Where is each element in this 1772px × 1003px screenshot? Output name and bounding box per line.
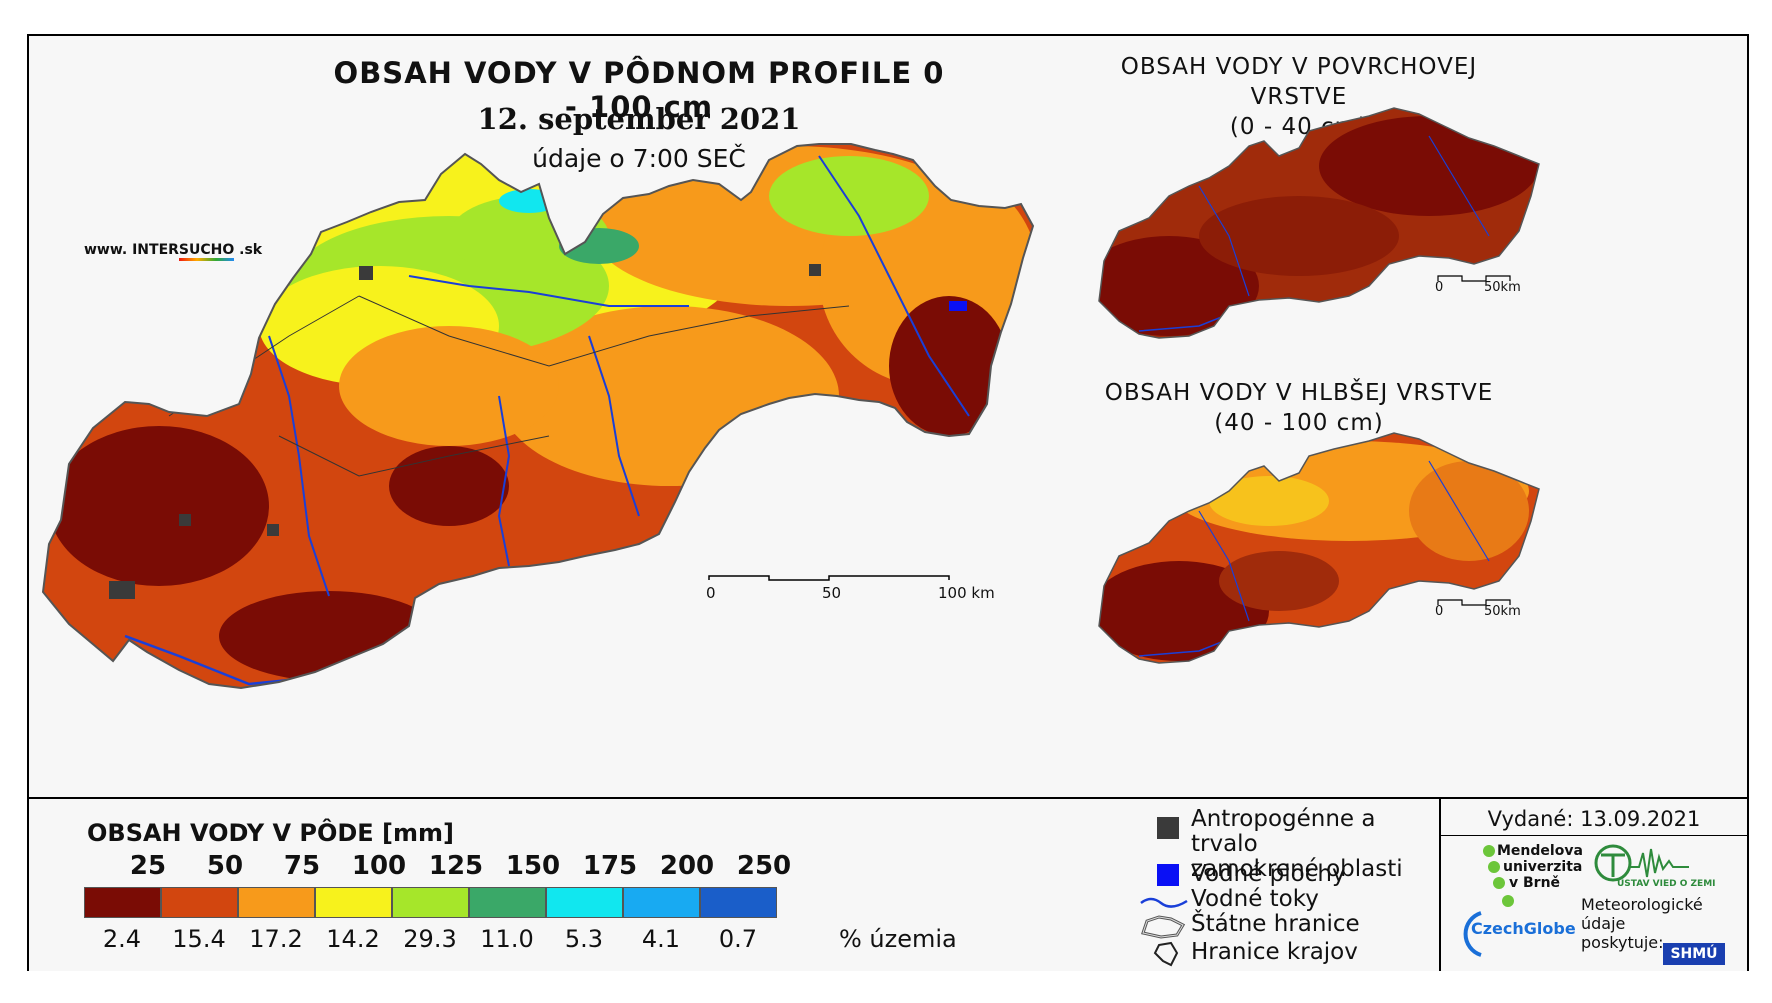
deep-scale-label-50: 50km — [1484, 604, 1521, 619]
legend-swatch — [238, 887, 315, 918]
deep-map-title-line2: (40 - 100 cm) — [1214, 410, 1384, 436]
legend-percent: 15.4 — [172, 925, 226, 953]
map-frame: OBSAH VODY V PÔDNOM PROFILE 0 - 100 cm 1… — [27, 34, 1749, 971]
deep-scale-label-0: 0 — [1435, 604, 1444, 619]
symbol-legend: Antropogénne a trvalo zamokrené oblasti … — [1131, 799, 1437, 971]
legend-percent: 17.2 — [249, 925, 303, 953]
main-scale-label-0: 0 — [706, 584, 716, 602]
anthropogenic-swatch-icon — [1157, 817, 1179, 839]
ustav-text: ÚSTAV VIED O ZEMI — [1617, 879, 1716, 889]
river-line-icon — [1140, 897, 1188, 908]
main-map-date: 12. september 2021 — [477, 102, 801, 136]
water-courses-label: Vodné toky — [1191, 886, 1319, 912]
legend-threshold: 100 — [351, 851, 407, 881]
website-highlight: SUCHO — [178, 242, 235, 261]
mendel-dots-icon — [1483, 845, 1514, 907]
legend-percent: 14.2 — [326, 925, 380, 953]
meteo-line3: poskytuje: — [1581, 933, 1664, 952]
legend-percent: 29.3 — [403, 925, 457, 953]
legend-swatch — [315, 887, 392, 918]
legend-threshold: 125 — [428, 851, 484, 881]
deep-map-title: OBSAH VODY V HLBŠEJ VRSTVE (40 - 100 cm) — [1089, 378, 1509, 438]
main-soil-water-map — [41, 143, 1035, 690]
mendel-line1: Mendelova — [1497, 843, 1583, 859]
meteo-provider-text: Meteorologické údaje poskytuje: — [1581, 895, 1703, 952]
legend-percent: 11.0 — [480, 925, 534, 953]
legend-swatch — [546, 887, 623, 918]
main-scale-bar — [708, 575, 950, 581]
deep-layer-map — [1098, 432, 1540, 664]
legend-percent: 5.3 — [564, 925, 604, 953]
state-border-icon — [1141, 915, 1186, 939]
anthropogenic-label: Antropogénne a trvalo zamokrené oblasti — [1191, 807, 1437, 882]
issued-date: Vydané: 13.09.2021 — [1487, 807, 1701, 831]
legend-percent: 0.7 — [718, 925, 758, 953]
legend-threshold: 50 — [206, 851, 244, 881]
water-body-swatch-icon — [1157, 864, 1179, 886]
issued-box: Vydané: 13.09.2021 Mendelova univerzita … — [1439, 799, 1747, 971]
meteo-line1: Meteorologické — [1581, 895, 1703, 914]
mendel-text: Mendelova univerzita v Brně — [1497, 843, 1583, 891]
legend-percent: 4.1 — [641, 925, 681, 953]
legend-percent: 2.4 — [102, 925, 142, 953]
surface-map-title-line1: OBSAH VODY V POVRCHOVEJ VRSTVE — [1120, 54, 1478, 110]
legend-swatch — [84, 887, 161, 918]
legend-threshold: 25 — [129, 851, 167, 881]
legend-swatch — [161, 887, 238, 918]
shmu-logo: SHMÚ — [1663, 943, 1725, 965]
legend-threshold: 75 — [283, 851, 321, 881]
main-scale-label-100: 100 km — [938, 584, 995, 602]
intersucho-link[interactable]: www. INTERSUCHO .sk — [84, 242, 263, 261]
map-area: OBSAH VODY V PÔDNOM PROFILE 0 - 100 cm 1… — [29, 36, 1747, 796]
main-map-time: údaje o 7:00 SEČ — [532, 144, 746, 173]
anthropogenic-label-line1: Antropogénne a trvalo — [1191, 806, 1376, 857]
deep-map-title-line1: OBSAH VODY V HLBŠEJ VRSTVE — [1104, 380, 1494, 406]
czechglobe-logo: CzechGlobe — [1453, 907, 1576, 959]
legend-swatch — [700, 887, 777, 918]
main-map-title: OBSAH VODY V PÔDNOM PROFILE 0 - 100 cm — [333, 56, 945, 124]
czechglobe-text: CzechGlobe — [1471, 919, 1576, 938]
website-prefix: www. INTER — [84, 242, 179, 258]
region-border-label: Hranice krajov — [1191, 939, 1358, 965]
website-suffix: .sk — [234, 242, 263, 258]
mendel-line3: v Brně — [1509, 875, 1561, 891]
legend-title: OBSAH VODY V PÔDE [mm] — [87, 819, 455, 847]
legend-band: OBSAH VODY V PÔDE [mm] 25 50 75 100 125 … — [29, 797, 1747, 971]
legend-swatch — [623, 887, 700, 918]
anthropogenic-label-line2: zamokrené oblasti — [1191, 856, 1403, 882]
state-border-label: Štátne hranice — [1191, 911, 1360, 937]
seismograph-icon — [1594, 844, 1689, 882]
issued-divider — [1441, 835, 1747, 836]
legend-swatch — [469, 887, 546, 918]
legend-threshold: 150 — [505, 851, 561, 881]
mendel-line2: univerzita — [1503, 859, 1583, 875]
surface-map-title: OBSAH VODY V POVRCHOVEJ VRSTVE (0 - 40 c… — [1089, 52, 1509, 142]
surface-scale-label-50: 50km — [1484, 280, 1521, 295]
percent-unit: % územia — [839, 925, 957, 953]
legend-threshold: 200 — [659, 851, 715, 881]
legend-threshold: 250 — [736, 851, 792, 881]
czechglobe-arc-icon — [1463, 911, 1482, 957]
meteo-line2: údaje — [1581, 914, 1626, 933]
region-border-icon — [1153, 941, 1179, 967]
water-bodies-label: Vodné plochy — [1191, 861, 1346, 887]
main-scale-label-50: 50 — [822, 584, 842, 602]
surface-scale-label-0: 0 — [1435, 280, 1444, 295]
legend-threshold: 175 — [582, 851, 638, 881]
legend-swatch — [392, 887, 469, 918]
surface-layer-map — [1098, 107, 1540, 339]
ustav-logo: ÚSTAV VIED O ZEMI — [1593, 843, 1723, 895]
